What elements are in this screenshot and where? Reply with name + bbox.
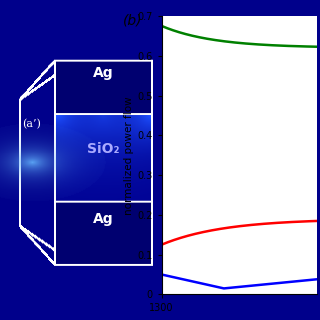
Text: Ag: Ag <box>93 212 113 226</box>
Text: Ag: Ag <box>93 66 113 80</box>
Text: (a’): (a’) <box>23 119 41 130</box>
Text: (b): (b) <box>123 13 142 27</box>
Y-axis label: normalized power flow: normalized power flow <box>124 96 134 214</box>
Text: SiO₂: SiO₂ <box>87 142 119 156</box>
